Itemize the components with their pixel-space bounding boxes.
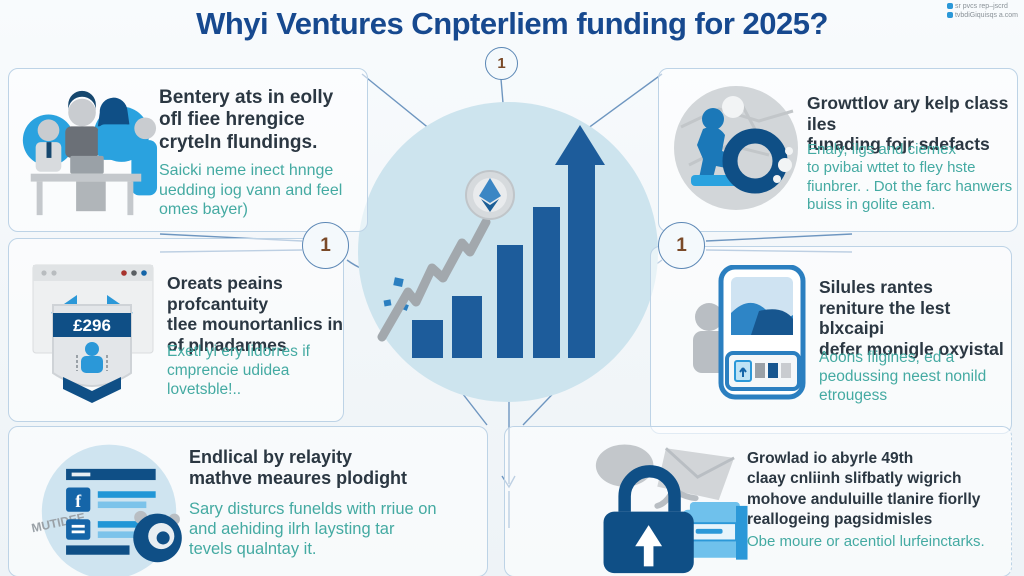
trend-line bbox=[377, 217, 491, 342]
panel-mid-right: Silules rantes reniture the lest blxcaip… bbox=[650, 246, 1012, 434]
panel-heading: Endlical by relayity mathve meaures plod… bbox=[189, 447, 408, 489]
facebook-icon: f bbox=[75, 491, 82, 511]
social-media-feed-icon: MUTIDEE f bbox=[23, 439, 195, 576]
panel-body: Saicki neme inect hnnge uedding iog vann… bbox=[159, 162, 343, 219]
sparkle-icon bbox=[383, 277, 409, 311]
badge-number: 1 bbox=[497, 55, 506, 72]
panel-heading: Oreats peains profcantuity tlee mounorta… bbox=[167, 273, 343, 355]
bar-series bbox=[412, 207, 560, 358]
growth-bar-chart-illustration bbox=[377, 125, 605, 358]
market-research-icon bbox=[671, 83, 801, 218]
watermark-icon bbox=[946, 12, 953, 19]
panel-body: Aoons fligines, ed a peodussing neest no… bbox=[819, 349, 987, 404]
badge-number: 1 bbox=[320, 234, 331, 256]
growth-arrow-icon bbox=[555, 125, 605, 358]
watermark-line2: tvbdiGiquisqs a.com bbox=[954, 12, 1018, 19]
panel-heading: Growttlov ary kelp class iles funading f… bbox=[807, 93, 1009, 155]
price-tag-label: £296 bbox=[73, 316, 111, 335]
team-meeting-icon bbox=[11, 77, 159, 230]
panel-body: Sary disturcs funelds with rriue on and … bbox=[189, 500, 437, 559]
panel-heading: Bentery ats in eolly ofl fiee hrengice c… bbox=[159, 87, 334, 153]
panel-heading: Growlad io abyrle 49th claay cnliinh sli… bbox=[747, 450, 981, 529]
badge-number: 1 bbox=[676, 234, 687, 256]
security-lock-icon bbox=[571, 431, 757, 576]
step-badge-top: 1 bbox=[485, 47, 518, 80]
page-title: Whyi Ventures Cnpterliem funding for 202… bbox=[196, 6, 828, 41]
device-monitor-icon bbox=[691, 264, 806, 412]
panel-bottom-left: MUTIDEE f Endlical by relayity mathve me… bbox=[8, 426, 488, 576]
panel-top-right: Growttlov ary kelp class iles funading f… bbox=[658, 68, 1018, 232]
watermark-icon bbox=[946, 3, 953, 10]
watermark: sr pvcs rep–jscrd tvbdiGiquisqs a.com bbox=[946, 2, 1018, 20]
watermark-line1: sr pvcs rep–jscrd bbox=[954, 3, 1008, 10]
panel-mid-left: £296 Oreats peains profcantuity tlee mou… bbox=[8, 238, 344, 422]
price-shield-browser-icon: £296 bbox=[27, 259, 159, 416]
panel-bottom-right: Growlad io abyrle 49th claay cnliinh sli… bbox=[504, 426, 1012, 576]
panel-heading: Silules rantes reniture the lest blxcaip… bbox=[819, 277, 1004, 359]
step-badge-left: 1 bbox=[302, 222, 349, 269]
panel-top-left: Bentery ats in eolly ofl fiee hrengice c… bbox=[8, 68, 368, 232]
panel-body: Enaly, ilgs and ciernex to pvibai wttet … bbox=[807, 141, 1013, 213]
panel-body: Exetl yi ery lidorres if cmprencie udide… bbox=[167, 343, 310, 398]
coin-icon bbox=[465, 170, 515, 220]
central-growth-circle bbox=[358, 102, 658, 402]
panel-body: Obe moure or acentiol lurfeinctarks. bbox=[747, 533, 985, 550]
step-badge-right: 1 bbox=[658, 222, 705, 269]
